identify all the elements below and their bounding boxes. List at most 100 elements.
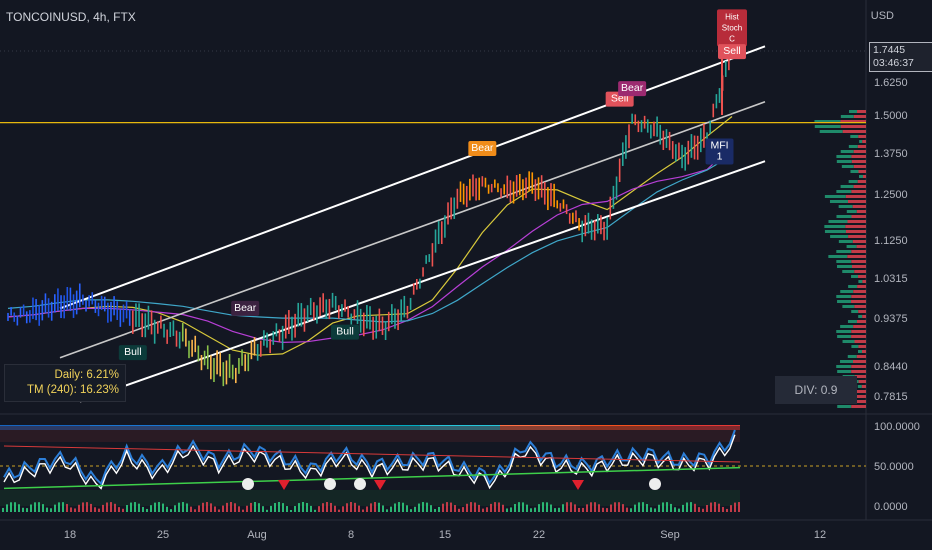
- histogram-bar: [466, 503, 468, 512]
- histogram-bar: [562, 504, 564, 512]
- histogram-bar: [670, 503, 672, 512]
- histogram-bar: [62, 502, 64, 512]
- signal-label-bull-box: [118, 345, 147, 361]
- histogram-bar: [446, 502, 448, 512]
- histogram-bar: [294, 506, 296, 512]
- signal-label-bear: Bear: [471, 142, 494, 154]
- price-tick-label: 1.1250: [874, 235, 908, 247]
- price-axis: 1.6250 1.5000 1.3750 1.2500 1.1250 1.0315 0.93…: [874, 77, 908, 403]
- histogram-bar: [386, 509, 388, 512]
- histogram-bar: [626, 507, 628, 512]
- histogram-bar: [190, 506, 192, 512]
- volume-profile-bar-bull: [836, 155, 852, 158]
- histogram-bar: [210, 503, 212, 512]
- histogram-bar: [138, 503, 140, 512]
- daily-performance: Daily: 6.21%: [54, 369, 119, 381]
- histogram-bar: [270, 505, 272, 512]
- volume-profile-bar-bull: [841, 165, 854, 168]
- histogram-bar: [94, 507, 96, 512]
- volume-profile-bar-bear: [840, 120, 866, 123]
- histogram-bar: [602, 507, 604, 512]
- histogram-bar: [38, 502, 40, 512]
- histogram-bar: [278, 502, 280, 512]
- histogram-bar: [494, 502, 496, 512]
- histogram-bar: [54, 504, 56, 512]
- volume-profile-bar-bull: [837, 335, 852, 338]
- histogram-bar: [194, 509, 196, 512]
- histogram-bar: [646, 504, 648, 512]
- histogram-bar: [206, 502, 208, 512]
- signal-label-sell: Sell: [723, 45, 741, 57]
- volume-profile-bar-bull: [819, 130, 843, 133]
- volume-profile-bar-bull: [858, 175, 863, 178]
- histogram-bar: [674, 507, 676, 512]
- signal-label-bear-box: [231, 300, 260, 316]
- histogram-bar: [382, 505, 384, 512]
- divergence-box: DIV: 0.9: [775, 376, 857, 404]
- histogram-bar: [678, 508, 680, 512]
- volume-profile-bar-bear: [847, 220, 866, 223]
- histogram-bar: [354, 502, 356, 512]
- histogram-bar: [486, 507, 488, 512]
- histogram-bar: [462, 507, 464, 512]
- histogram-bar: [482, 508, 484, 512]
- volume-profile: [814, 110, 866, 408]
- histogram-bar: [530, 508, 532, 512]
- histogram-bar: [718, 503, 720, 512]
- histogram-bar: [174, 505, 176, 512]
- histogram-bar: [286, 506, 288, 512]
- histogram-bar: [498, 502, 500, 512]
- histogram-bar: [414, 506, 416, 512]
- volume-profile-bar-bull: [851, 310, 859, 313]
- volume-profile-bar-bear: [851, 400, 866, 403]
- histogram-bar: [114, 503, 116, 512]
- currency-label: USD: [870, 10, 894, 22]
- price-tick-label: 1.6250: [874, 77, 908, 89]
- histogram-bar: [110, 502, 112, 512]
- histogram-bar: [198, 505, 200, 512]
- signal-label-mfi-box: [705, 138, 734, 165]
- histogram-bar: [502, 504, 504, 512]
- volume-profile-bar-bear: [852, 205, 866, 208]
- volume-profile-bar-bull: [828, 220, 848, 223]
- channel-mid-line: [59, 101, 766, 359]
- histogram-bar: [90, 503, 92, 512]
- histogram-bar: [326, 502, 328, 512]
- volume-profile-bar-bear: [856, 210, 866, 213]
- volume-profile-bar-bull: [824, 195, 846, 198]
- histogram-bar: [566, 502, 568, 512]
- histogram-bar: [586, 504, 588, 512]
- volume-profile-bar-bear: [858, 170, 866, 173]
- signal-labels: BullBearBullBearSellBearMFI1HistStochCSe…: [118, 9, 747, 361]
- histogram-bar: [634, 504, 636, 512]
- histogram-bar: [570, 502, 572, 512]
- histogram-bar: [590, 502, 592, 512]
- volume-profile-bar-bull: [814, 120, 841, 123]
- histogram-bar: [230, 502, 232, 512]
- volume-profile-bar-bull: [840, 150, 854, 153]
- histogram-bar: [438, 506, 440, 512]
- oscillator-trend-line-green: [3, 466, 741, 490]
- volume-profile-bar-bull: [829, 200, 848, 203]
- histogram-bar: [306, 503, 308, 512]
- volume-profile-bar-bear: [851, 190, 866, 193]
- volume-profile-bar-bear: [853, 290, 866, 293]
- volume-profile-bar-bear: [851, 155, 866, 158]
- histogram-bar: [430, 505, 432, 512]
- histogram-bar: [610, 504, 612, 512]
- histogram-bar: [662, 502, 664, 512]
- histogram-bar: [186, 503, 188, 512]
- volume-profile-bar-bull: [858, 280, 863, 283]
- volume-profile-bar-bull: [846, 210, 857, 213]
- histogram-bar: [606, 508, 608, 512]
- histogram-bar: [162, 503, 164, 512]
- volume-profile-bar-bull: [857, 350, 862, 353]
- histogram-bar: [362, 509, 364, 512]
- volume-profile-bar-bear: [862, 280, 866, 283]
- histogram-bar: [346, 503, 348, 512]
- histogram-bar: [50, 508, 52, 512]
- histogram-bar: [258, 503, 260, 512]
- volume-profile-bar-bear: [861, 350, 866, 353]
- histogram-bar: [134, 502, 136, 512]
